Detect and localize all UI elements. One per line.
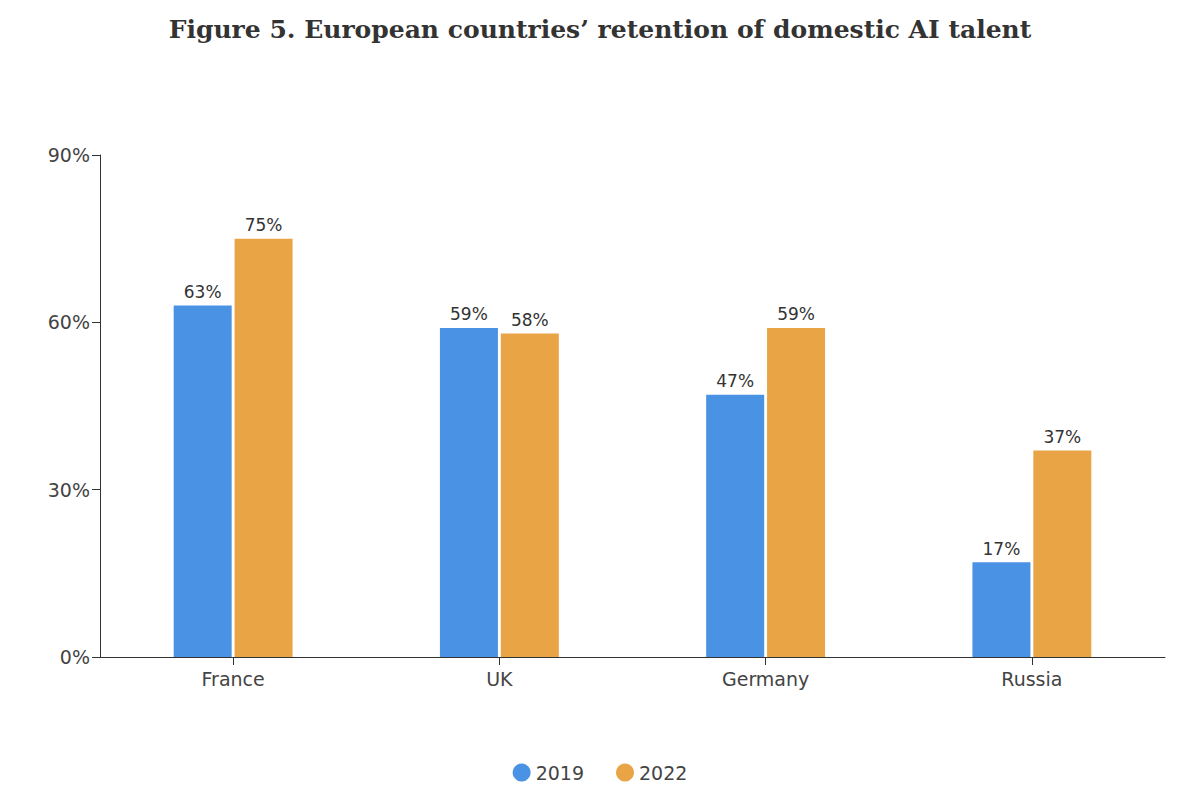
svg-text:60%: 60% [48,311,90,333]
svg-text:2019: 2019 [536,762,584,784]
svg-text:59%: 59% [450,304,488,324]
svg-text:63%: 63% [184,282,222,302]
svg-text:59%: 59% [777,304,815,324]
svg-text:90%: 90% [48,144,90,166]
svg-text:Figure 5. European countries’: Figure 5. European countries’ retention … [169,15,1032,44]
svg-text:0%: 0% [60,646,90,668]
svg-text:37%: 37% [1043,427,1081,447]
svg-text:17%: 17% [983,539,1021,559]
svg-text:UK: UK [486,668,513,690]
svg-text:Germany: Germany [722,668,809,690]
svg-text:47%: 47% [716,371,754,391]
svg-text:58%: 58% [511,310,549,330]
svg-text:2022: 2022 [639,762,687,784]
svg-text:30%: 30% [48,479,90,501]
svg-text:75%: 75% [245,215,283,235]
svg-text:Russia: Russia [1001,668,1062,690]
svg-text:France: France [202,668,265,690]
